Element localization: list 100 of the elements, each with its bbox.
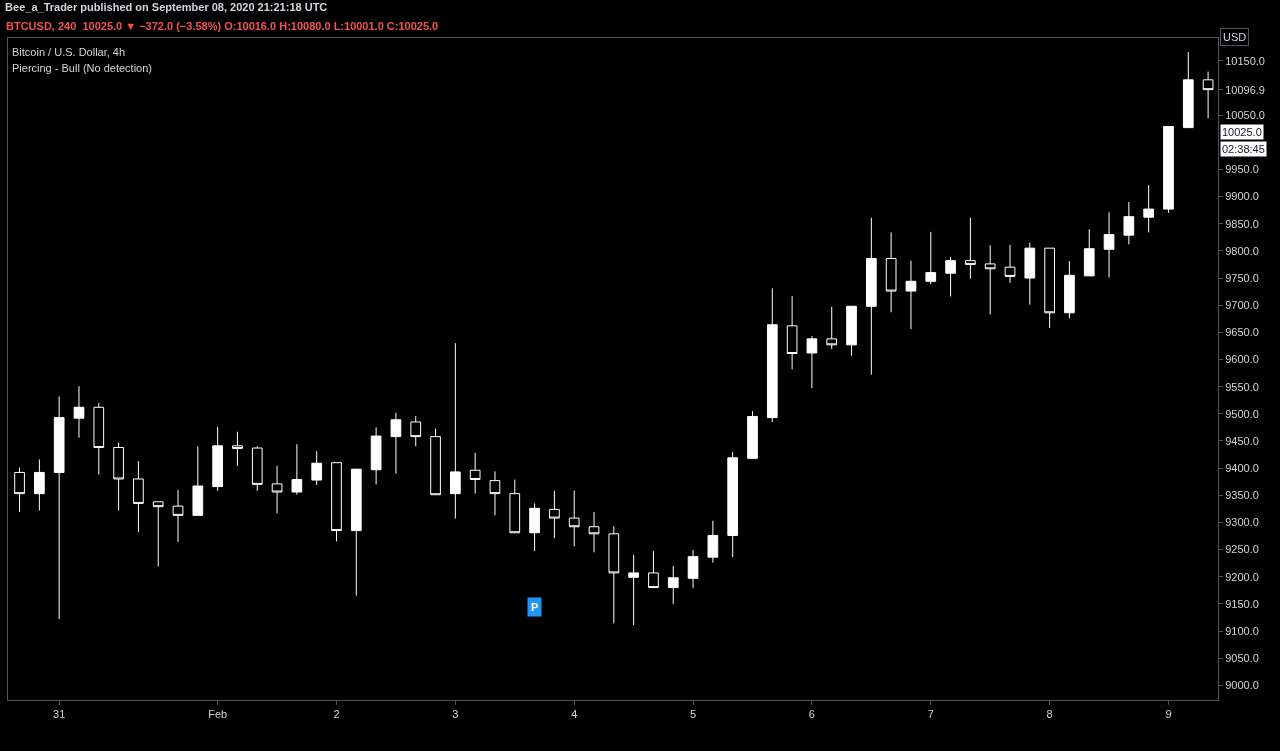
candlestick bbox=[1123, 201, 1135, 245]
candlestick bbox=[430, 427, 441, 496]
y-tick-label: 9250.0 bbox=[1225, 543, 1259, 556]
y-tick-label: 9850.0 bbox=[1225, 217, 1259, 230]
candlestick bbox=[628, 554, 639, 626]
candlestick bbox=[34, 458, 45, 511]
candlestick bbox=[1103, 211, 1115, 278]
candlestick bbox=[311, 450, 323, 486]
candlestick bbox=[727, 451, 739, 558]
y-axis-title: USD bbox=[1223, 31, 1247, 43]
candlestick bbox=[172, 489, 184, 543]
candlestick bbox=[925, 231, 937, 285]
y-tick-label: 9200.0 bbox=[1225, 570, 1259, 583]
y-tick-label: 9900.0 bbox=[1225, 190, 1259, 203]
x-tick-label: 4 bbox=[571, 708, 578, 721]
candlestick bbox=[826, 306, 838, 350]
x-tick-label: 8 bbox=[1046, 708, 1053, 721]
y-tick-label: 9000.0 bbox=[1225, 679, 1259, 692]
text: 02:38:45 bbox=[1222, 143, 1265, 155]
candlestick bbox=[350, 468, 362, 597]
candlestick bbox=[93, 402, 105, 476]
candlestick bbox=[707, 520, 719, 564]
candlestick bbox=[786, 295, 798, 370]
candlestick bbox=[608, 525, 620, 624]
candlestick bbox=[152, 501, 164, 567]
candlestick bbox=[846, 305, 857, 357]
x-tick-label: 3 bbox=[452, 708, 459, 721]
candlestick bbox=[53, 395, 65, 620]
candlestick bbox=[568, 489, 580, 547]
candlestick bbox=[806, 335, 818, 389]
y-tick-label: 9150.0 bbox=[1225, 597, 1259, 610]
y-tick-label: 9650.0 bbox=[1225, 326, 1259, 339]
candlestick bbox=[113, 442, 124, 511]
y-tick-label: 9300.0 bbox=[1225, 516, 1259, 529]
y-tick-label: 9750.0 bbox=[1225, 271, 1259, 284]
candlestick bbox=[1143, 184, 1155, 233]
candlestick bbox=[1064, 260, 1075, 319]
candlestick bbox=[648, 550, 659, 589]
candlestick bbox=[945, 256, 956, 297]
candlestick bbox=[410, 415, 422, 447]
candlestick bbox=[509, 479, 521, 534]
candlestick bbox=[766, 287, 778, 423]
candlestick bbox=[450, 342, 461, 520]
candlestick bbox=[984, 244, 996, 315]
candlestick bbox=[1044, 247, 1055, 329]
y-tick-label: 10150.0 bbox=[1225, 54, 1265, 67]
candlestick bbox=[133, 460, 144, 533]
candlestick bbox=[469, 452, 481, 495]
y-tick-label: 9950.0 bbox=[1225, 163, 1259, 176]
y-tick-label: 9600.0 bbox=[1225, 353, 1259, 366]
candlestick bbox=[687, 549, 699, 589]
candlestick bbox=[1004, 244, 1016, 284]
candlestick bbox=[212, 426, 223, 492]
candlestick bbox=[331, 462, 342, 542]
candlestick bbox=[1202, 71, 1214, 119]
y-tick-label: 9700.0 bbox=[1225, 299, 1259, 312]
candlestick bbox=[588, 511, 600, 553]
y-tick-label: 9050.0 bbox=[1225, 652, 1259, 665]
text: 10025.0 bbox=[1222, 126, 1262, 138]
y-tick-label: 9350.0 bbox=[1225, 489, 1259, 502]
y-tick-label: 9500.0 bbox=[1225, 407, 1259, 420]
candlestick bbox=[73, 385, 85, 439]
y-tick-label: 10096.9 bbox=[1225, 83, 1265, 96]
candlestick bbox=[885, 231, 897, 313]
candlestick bbox=[271, 465, 283, 514]
candlestick bbox=[14, 467, 25, 513]
candlestick bbox=[1163, 126, 1174, 214]
y-tick-label: 9450.0 bbox=[1225, 434, 1259, 447]
candlestick bbox=[1182, 51, 1194, 129]
candlestick bbox=[865, 217, 877, 376]
y-tick-label: 9550.0 bbox=[1225, 380, 1259, 393]
y-tick-label: 10050.0 bbox=[1225, 108, 1265, 121]
annotation: Bitcoin / U.S. Dollar, 4h bbox=[12, 46, 126, 58]
x-tick-label: 31 bbox=[53, 708, 66, 721]
candlestick bbox=[1024, 242, 1036, 306]
candlestick bbox=[747, 410, 758, 459]
y-tick-label: 9400.0 bbox=[1225, 461, 1259, 474]
x-tick-label: 9 bbox=[1165, 708, 1172, 721]
candlestick bbox=[667, 565, 679, 605]
candlestick bbox=[965, 217, 976, 280]
candlestick bbox=[549, 490, 560, 539]
candlestick bbox=[489, 470, 501, 516]
candlestick bbox=[291, 443, 303, 496]
x-tick-label: 2 bbox=[333, 708, 340, 721]
chart-subtitle: BTCUSD, 240 10025.0 ▼ −372.0 (−3.58%) O:10016.0 H:10080.0 L:10001.0 C:10025.0 bbox=[6, 20, 439, 32]
candlestick bbox=[251, 445, 263, 492]
y-tick-label: 9100.0 bbox=[1225, 624, 1259, 637]
candlestick bbox=[1083, 228, 1095, 277]
candlestick bbox=[370, 426, 382, 485]
candlestick bbox=[192, 445, 204, 516]
x-tick-label: 6 bbox=[808, 708, 815, 721]
candlestick bbox=[232, 431, 243, 467]
candlestick bbox=[905, 260, 917, 330]
annotation: Piercing - Bull (No detection) bbox=[12, 62, 153, 74]
x-tick-label: 5 bbox=[690, 708, 697, 721]
y-tick-label: 9800.0 bbox=[1225, 244, 1259, 257]
candlestick bbox=[390, 412, 402, 475]
annotation: P bbox=[531, 601, 539, 613]
chart-title: Bee_a_Trader published on September 08, 2020 21:21:18 UTC bbox=[5, 1, 328, 14]
candlestick bbox=[529, 502, 540, 552]
